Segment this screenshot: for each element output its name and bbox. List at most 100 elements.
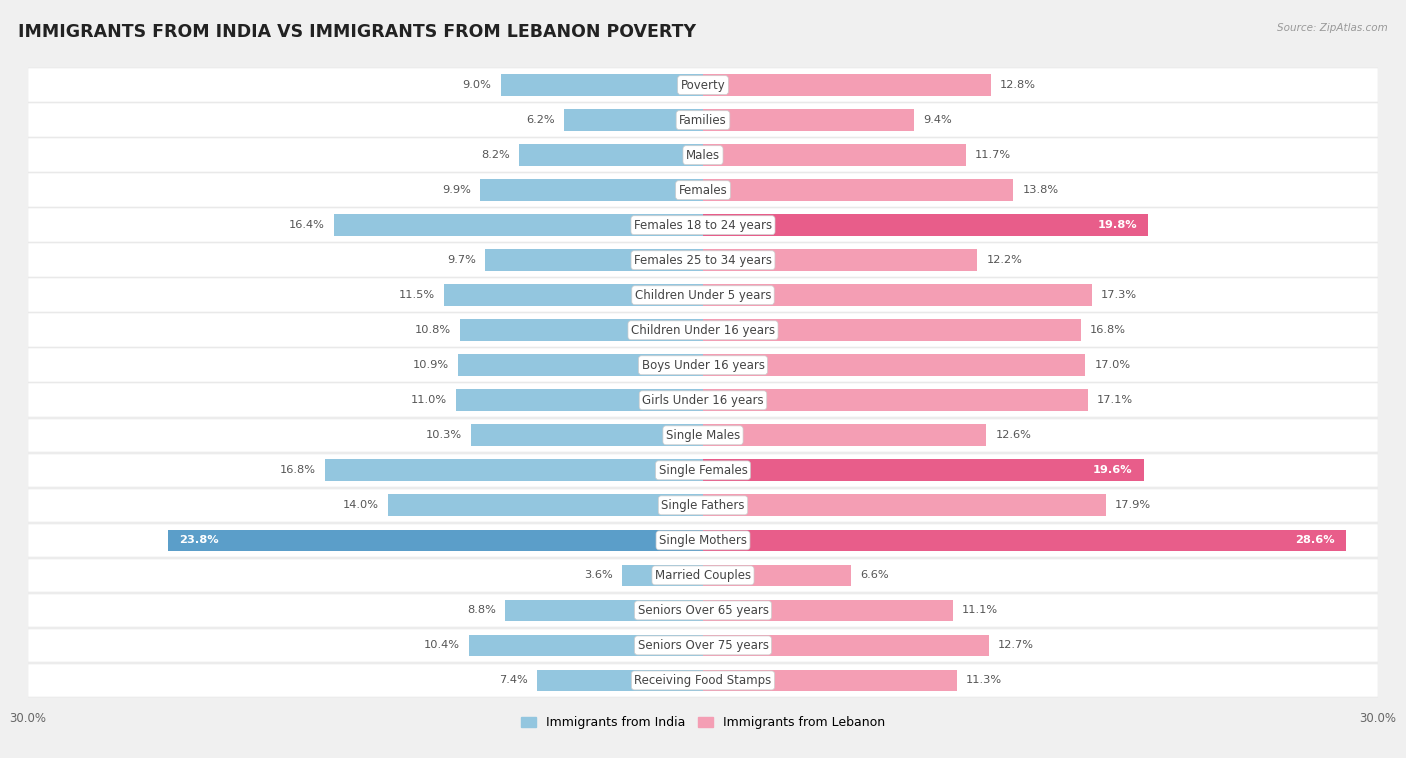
Text: Boys Under 16 years: Boys Under 16 years xyxy=(641,359,765,371)
Bar xyxy=(28,243,1378,277)
Bar xyxy=(481,180,703,201)
Bar xyxy=(28,489,1378,522)
Bar xyxy=(444,284,703,306)
Text: 16.8%: 16.8% xyxy=(1090,325,1126,335)
Bar xyxy=(501,74,703,96)
Text: 17.3%: 17.3% xyxy=(1101,290,1137,300)
Bar xyxy=(28,103,1378,137)
Text: 10.3%: 10.3% xyxy=(426,431,463,440)
Bar xyxy=(28,139,1378,172)
Text: 23.8%: 23.8% xyxy=(179,535,218,545)
Text: Single Males: Single Males xyxy=(666,429,740,442)
Bar xyxy=(703,669,957,691)
Bar xyxy=(458,355,703,376)
Bar xyxy=(703,600,953,622)
Text: 8.8%: 8.8% xyxy=(467,606,496,615)
Text: 11.1%: 11.1% xyxy=(962,606,998,615)
Text: Females: Females xyxy=(679,183,727,196)
Bar xyxy=(703,319,1081,341)
Text: IMMIGRANTS FROM INDIA VS IMMIGRANTS FROM LEBANON POVERTY: IMMIGRANTS FROM INDIA VS IMMIGRANTS FROM… xyxy=(18,23,696,41)
Text: Source: ZipAtlas.com: Source: ZipAtlas.com xyxy=(1277,23,1388,33)
Bar xyxy=(703,144,966,166)
Text: Males: Males xyxy=(686,149,720,161)
Bar xyxy=(485,249,703,271)
Text: Single Fathers: Single Fathers xyxy=(661,499,745,512)
Text: Married Couples: Married Couples xyxy=(655,569,751,582)
Bar xyxy=(460,319,703,341)
Bar xyxy=(703,74,991,96)
Bar xyxy=(703,565,852,586)
Text: 10.9%: 10.9% xyxy=(413,360,449,370)
Bar xyxy=(703,215,1149,236)
Bar xyxy=(703,180,1014,201)
Text: Children Under 5 years: Children Under 5 years xyxy=(634,289,772,302)
Bar xyxy=(28,314,1378,347)
Text: 7.4%: 7.4% xyxy=(499,675,527,685)
Text: 9.9%: 9.9% xyxy=(443,185,471,196)
Text: 10.4%: 10.4% xyxy=(425,641,460,650)
Text: Children Under 16 years: Children Under 16 years xyxy=(631,324,775,337)
Bar xyxy=(621,565,703,586)
Text: 13.8%: 13.8% xyxy=(1022,185,1059,196)
Text: Single Females: Single Females xyxy=(658,464,748,477)
Bar xyxy=(28,68,1378,102)
Text: 12.6%: 12.6% xyxy=(995,431,1032,440)
Text: 17.9%: 17.9% xyxy=(1115,500,1150,510)
Bar xyxy=(703,390,1088,411)
Text: 16.4%: 16.4% xyxy=(290,221,325,230)
Bar xyxy=(703,634,988,656)
Text: 6.2%: 6.2% xyxy=(526,115,554,125)
Bar xyxy=(703,530,1347,551)
Bar xyxy=(703,459,1144,481)
Bar xyxy=(28,278,1378,312)
Text: 19.8%: 19.8% xyxy=(1098,221,1137,230)
Bar xyxy=(703,494,1105,516)
Bar xyxy=(470,634,703,656)
Bar xyxy=(335,215,703,236)
Text: Seniors Over 75 years: Seniors Over 75 years xyxy=(637,639,769,652)
Bar xyxy=(28,208,1378,242)
Text: 17.0%: 17.0% xyxy=(1094,360,1130,370)
Bar xyxy=(28,384,1378,417)
Text: 28.6%: 28.6% xyxy=(1295,535,1336,545)
Bar xyxy=(703,109,914,131)
Bar xyxy=(564,109,703,131)
Text: 11.7%: 11.7% xyxy=(976,150,1011,160)
Bar xyxy=(471,424,703,446)
Bar xyxy=(388,494,703,516)
Bar xyxy=(456,390,703,411)
Text: 14.0%: 14.0% xyxy=(343,500,380,510)
Text: 11.0%: 11.0% xyxy=(411,396,447,406)
Text: 9.4%: 9.4% xyxy=(924,115,952,125)
Text: 12.8%: 12.8% xyxy=(1000,80,1036,90)
Text: Girls Under 16 years: Girls Under 16 years xyxy=(643,394,763,407)
Bar xyxy=(537,669,703,691)
Text: 11.3%: 11.3% xyxy=(966,675,1002,685)
Bar xyxy=(519,144,703,166)
Text: Single Mothers: Single Mothers xyxy=(659,534,747,547)
Bar xyxy=(703,284,1092,306)
Bar xyxy=(325,459,703,481)
Text: 10.8%: 10.8% xyxy=(415,325,451,335)
Text: 12.2%: 12.2% xyxy=(987,255,1022,265)
Text: Females 25 to 34 years: Females 25 to 34 years xyxy=(634,254,772,267)
Text: 6.6%: 6.6% xyxy=(860,570,889,581)
Text: Seniors Over 65 years: Seniors Over 65 years xyxy=(637,604,769,617)
Text: 16.8%: 16.8% xyxy=(280,465,316,475)
Text: Receiving Food Stamps: Receiving Food Stamps xyxy=(634,674,772,687)
Legend: Immigrants from India, Immigrants from Lebanon: Immigrants from India, Immigrants from L… xyxy=(516,711,890,735)
Bar xyxy=(703,355,1085,376)
Bar xyxy=(28,418,1378,452)
Text: 19.6%: 19.6% xyxy=(1092,465,1133,475)
Bar xyxy=(28,559,1378,592)
Text: 12.7%: 12.7% xyxy=(998,641,1033,650)
Text: 8.2%: 8.2% xyxy=(481,150,509,160)
Bar xyxy=(28,174,1378,207)
Text: 9.7%: 9.7% xyxy=(447,255,475,265)
Bar xyxy=(28,453,1378,487)
Text: Females 18 to 24 years: Females 18 to 24 years xyxy=(634,219,772,232)
Bar xyxy=(703,424,987,446)
Bar xyxy=(28,349,1378,382)
Bar xyxy=(28,524,1378,557)
Bar xyxy=(167,530,703,551)
